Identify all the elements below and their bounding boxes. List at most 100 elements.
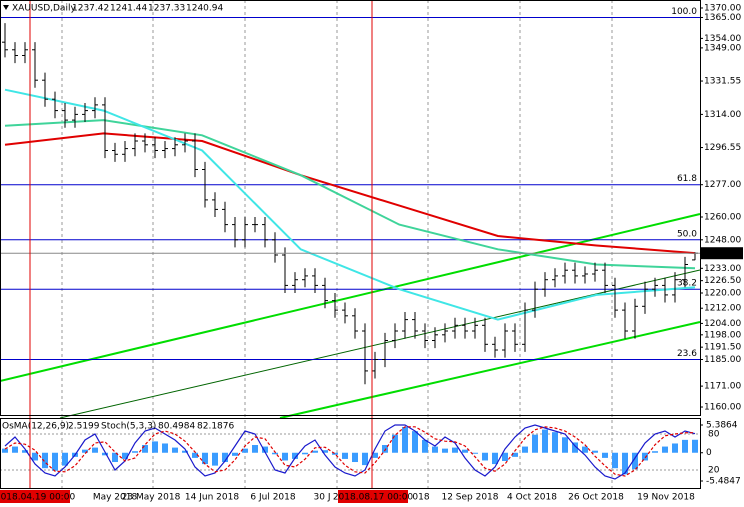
osma-bar <box>542 429 548 453</box>
header-close: 1240.94 <box>186 4 223 14</box>
osma-bar <box>632 452 638 470</box>
osma-bar <box>522 446 528 453</box>
osma-bar <box>452 447 458 453</box>
osma-bar <box>322 450 328 453</box>
fib-label: 23.6 <box>677 349 697 359</box>
fib-label: 100.0 <box>671 7 697 17</box>
y-tick-label: 1226.50 <box>704 276 741 286</box>
plot: 100.0 61.8 50.0 38.2 23.6 <box>0 7 700 480</box>
stoch-title: Stoch(5,3,3) <box>101 422 156 432</box>
y-tick-label: 1198.00 <box>704 330 741 340</box>
header-high: 1241.44 <box>110 4 147 14</box>
osma-bar <box>102 452 108 456</box>
osma-bar <box>422 439 428 453</box>
plot-frame <box>0 0 701 416</box>
osma-bar <box>252 445 258 453</box>
osma-bar <box>622 452 628 475</box>
y-tick-label: 1365.00 <box>704 13 741 23</box>
osma-value: 2.5199 <box>68 422 100 432</box>
osma-bar <box>212 452 218 466</box>
x-label: 4 Oct 2018 <box>507 493 557 503</box>
y-tick-label: 1160.00 <box>704 403 741 413</box>
moving-average <box>4 88 696 321</box>
y-tick-label: 1212.00 <box>704 304 741 314</box>
current-price-box <box>701 247 743 260</box>
osma-bar <box>672 443 678 453</box>
osma-bar <box>352 452 358 463</box>
osma-bar <box>282 452 288 461</box>
osma-bar <box>132 451 138 453</box>
osma-bar <box>612 452 618 469</box>
osma-bar <box>692 439 698 453</box>
osma-bar <box>652 451 658 453</box>
x-label: 12 Sep 2018 <box>441 493 498 503</box>
osma-bar <box>242 448 248 453</box>
y-tick-label: 1277.00 <box>704 180 741 190</box>
y-tick-label: 1191.50 <box>704 343 741 353</box>
osma-bar <box>222 452 228 463</box>
y-tick-label: 1296.55 <box>704 143 741 153</box>
symbol-title: XAUUSD,Daily <box>12 4 76 14</box>
osma-bar <box>62 452 68 466</box>
osma-bar <box>482 452 488 461</box>
stoch-main-value: 80.4984 <box>158 422 195 432</box>
stoch-signal-value: 82.1876 <box>197 422 234 432</box>
osma-bar <box>42 452 48 469</box>
y-tick-label: 1171.00 <box>704 382 741 392</box>
osma-bar <box>192 452 198 458</box>
osma-bar <box>572 442 578 453</box>
osma-bar <box>162 443 168 453</box>
osma-bar <box>82 449 88 453</box>
x-label: 26 Oct 2018 <box>568 493 624 503</box>
osma-bar <box>312 450 318 453</box>
x-label: May 2018 <box>93 493 138 503</box>
y-tick-label: 1331.55 <box>704 77 741 87</box>
osma-bar <box>362 452 368 466</box>
y-tick-label: 1248.00 <box>704 235 741 245</box>
osma-bar <box>552 432 558 453</box>
header-icon <box>3 5 9 10</box>
osma-bar <box>682 439 688 453</box>
indicator-frame <box>0 418 701 489</box>
date-highlight: 2018.04.19 00:00 <box>0 493 75 503</box>
osma-bar <box>562 437 568 453</box>
osma-bar <box>662 446 668 453</box>
osma-bar <box>202 452 208 465</box>
osma-bar <box>462 449 468 453</box>
osma-bar <box>12 446 18 453</box>
y-tick-label: 1349.00 <box>704 43 741 53</box>
osma-tick-label: 0 <box>706 448 712 458</box>
y-tick-label: 1233.00 <box>704 264 741 274</box>
x-label: 6 Jul 2018 <box>250 493 295 503</box>
osma-bar <box>142 445 148 453</box>
moving-average <box>4 119 696 270</box>
stoch-tick-label: 20 <box>708 466 720 476</box>
fib-label: 61.8 <box>677 174 697 184</box>
moving-average <box>4 132 696 255</box>
x-label: 23 May 2018 <box>122 493 181 503</box>
osma-bar <box>292 452 298 459</box>
header-open: 1237.42 <box>72 4 109 14</box>
fib-label: 38.2 <box>677 279 697 289</box>
trend-line <box>0 213 701 382</box>
osma-bar <box>272 452 278 455</box>
y-tick-label: 1185.00 <box>704 355 741 365</box>
y-tick-label: 1314.00 <box>704 110 741 120</box>
trend-line <box>279 321 701 419</box>
osma-bar <box>2 448 8 453</box>
osma-bar <box>602 452 608 458</box>
x-label: 19 Nov 2018 <box>637 493 695 503</box>
osma-bar <box>392 434 398 453</box>
osma-title: OsMA(12,26,9) <box>2 422 69 432</box>
osma-bar <box>382 445 388 453</box>
osma-bar <box>492 452 498 465</box>
osma-bar <box>432 446 438 453</box>
y-tick-label: 1370.00 <box>704 3 741 13</box>
osma-bar <box>112 452 118 463</box>
osma-tick-label: 5.3864 <box>706 421 738 431</box>
date-box <box>338 490 408 503</box>
x-label: 14 Jun 2018 <box>185 493 239 503</box>
osma-bar <box>232 452 238 456</box>
